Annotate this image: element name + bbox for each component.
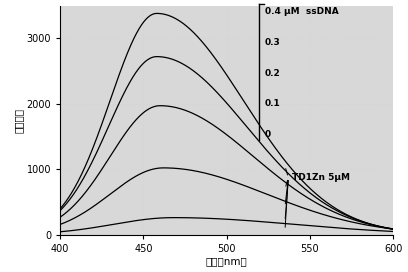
Text: 0.2: 0.2 <box>265 69 281 78</box>
Text: 0.3: 0.3 <box>265 38 281 47</box>
Text: 0.1: 0.1 <box>265 100 281 109</box>
Text: 0: 0 <box>265 130 271 140</box>
X-axis label: 波长（nm）: 波长（nm） <box>206 256 248 267</box>
Text: 0.4 μM  ssDNA: 0.4 μM ssDNA <box>265 7 339 16</box>
Text: TD1Zn 5μM: TD1Zn 5μM <box>292 173 350 182</box>
Y-axis label: 荧光强度: 荧光强度 <box>14 108 24 132</box>
